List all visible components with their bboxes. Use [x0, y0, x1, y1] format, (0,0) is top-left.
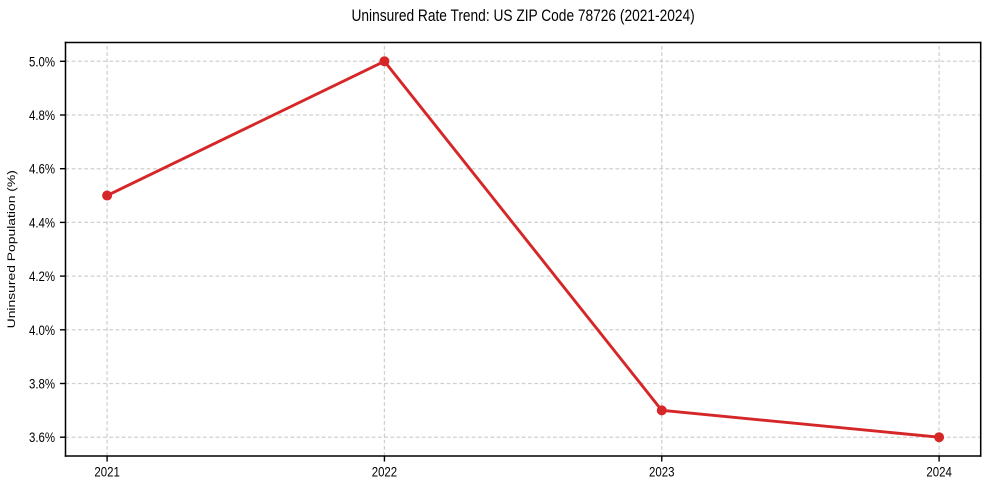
svg-text:2022: 2022: [372, 463, 397, 479]
svg-text:Uninsured Rate Trend: US ZIP C: Uninsured Rate Trend: US ZIP Code 78726 …: [352, 7, 695, 26]
svg-text:2021: 2021: [94, 463, 119, 479]
svg-text:2024: 2024: [926, 463, 951, 479]
svg-text:3.8%: 3.8%: [29, 375, 55, 391]
svg-text:4.0%: 4.0%: [29, 322, 55, 338]
svg-text:3.6%: 3.6%: [29, 429, 55, 445]
svg-text:4.6%: 4.6%: [29, 161, 55, 177]
svg-text:Uninsured Population (%): Uninsured Population (%): [4, 170, 17, 328]
svg-text:2023: 2023: [649, 463, 674, 479]
svg-text:4.2%: 4.2%: [29, 268, 55, 284]
svg-text:5.0%: 5.0%: [29, 53, 55, 69]
svg-text:4.4%: 4.4%: [29, 214, 55, 230]
svg-text:4.8%: 4.8%: [29, 107, 55, 123]
